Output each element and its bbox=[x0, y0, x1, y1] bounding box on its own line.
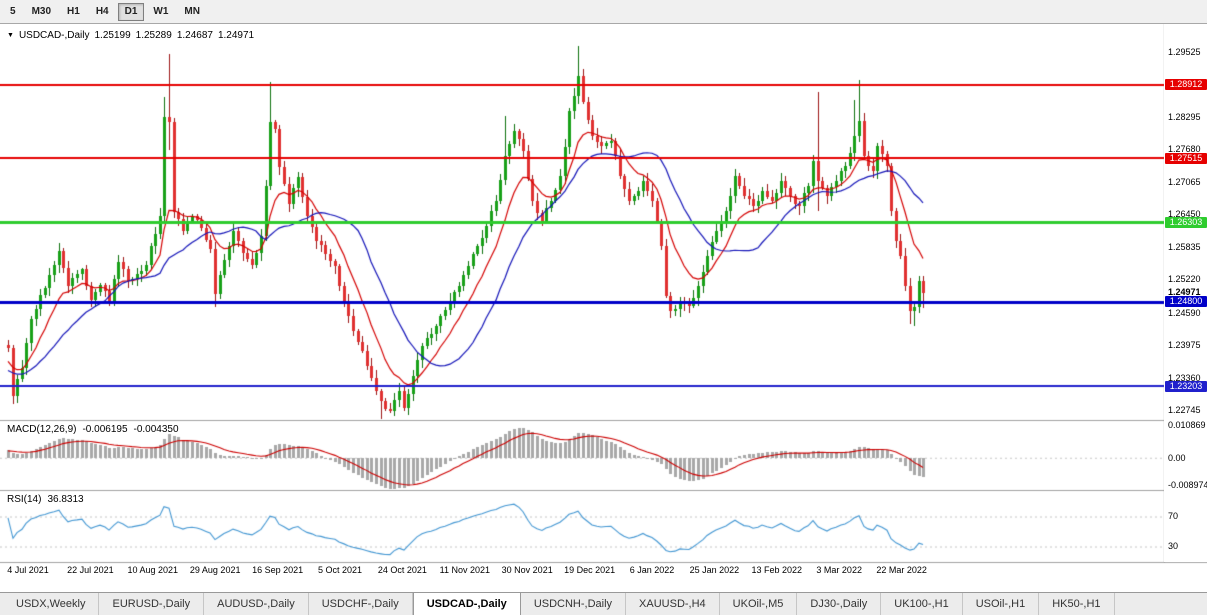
price-axis-tick: 1.23975 bbox=[1168, 340, 1201, 350]
rsi-name: RSI(14) bbox=[7, 494, 42, 505]
ohlc-open: 1.25199 bbox=[94, 30, 131, 41]
date-axis-label: 19 Dec 2021 bbox=[564, 565, 616, 575]
price-line-label: 1.24800 bbox=[1165, 296, 1207, 308]
price-line-label: 1.28912 bbox=[1165, 79, 1207, 91]
symbol-tab-5[interactable]: USDCNH-,Daily bbox=[521, 593, 627, 615]
symbol-tab-10[interactable]: USOil-,H1 bbox=[963, 593, 1040, 615]
current-price-label: 1.24971 bbox=[1168, 287, 1201, 298]
date-axis-label: 16 Sep 2021 bbox=[252, 565, 304, 575]
timeframe-button-d1[interactable]: D1 bbox=[117, 2, 145, 21]
timeframe-button-w1[interactable]: W1 bbox=[153, 5, 169, 17]
ohlc-high: 1.25289 bbox=[135, 30, 172, 41]
date-axis-label: 11 Nov 2021 bbox=[439, 565, 490, 575]
date-axis-label: 24 Oct 2021 bbox=[377, 565, 427, 575]
date-axis-label: 10 Aug 2021 bbox=[127, 565, 179, 575]
price-axis-tick: 1.29525 bbox=[1168, 46, 1201, 57]
price-axis-tick: 1.27065 bbox=[1168, 176, 1201, 187]
date-axis-label: 4 Jul 2021 bbox=[7, 565, 49, 575]
price-axis-tick: 1.23360 bbox=[1168, 372, 1201, 383]
timeframe-button-h4[interactable]: H4 bbox=[95, 5, 109, 17]
price-axis[interactable]: 1.29525 1.28295 1.27680 1.27065 1.26450 1.258… bbox=[1164, 24, 1207, 562]
symbol-tab-1[interactable]: EURUSD-,Daily bbox=[99, 593, 205, 615]
macd-signal-value: -0.004350 bbox=[133, 424, 179, 435]
timeframe-button-h1[interactable]: H1 bbox=[67, 5, 80, 17]
symbol-tab-6[interactable]: XAUUSD-,H4 bbox=[626, 593, 720, 615]
symbol-tab-3[interactable]: USDCHF-,Daily bbox=[309, 593, 413, 615]
ohlc-low: 1.24687 bbox=[176, 30, 213, 41]
ohlc-close: 1.24971 bbox=[217, 30, 255, 41]
price-line-label: 1.23203 bbox=[1165, 380, 1207, 392]
date-axis-label: 22 Mar 2022 bbox=[876, 565, 927, 575]
price-axis-tick: 1.28295 bbox=[1168, 111, 1201, 122]
price-axis-tick: 1.22745 bbox=[1168, 405, 1201, 415]
rsi-indicator-label: RSI(14) 36.8313 bbox=[7, 494, 90, 505]
date-axis-label: 29 Aug 2021 bbox=[189, 565, 241, 575]
symbol-tab-2[interactable]: AUDUSD-,Daily bbox=[204, 593, 309, 615]
macd-name: MACD(12,26,9) bbox=[7, 424, 77, 435]
date-axis-label: 5 Oct 2021 bbox=[317, 565, 363, 575]
macd-main-value: -0.006195 bbox=[82, 424, 128, 435]
price-axis-tick: 1.25220 bbox=[1168, 274, 1201, 285]
date-axis-label: 6 Jan 2022 bbox=[629, 565, 675, 575]
macd-axis-zero-label: 0.00 bbox=[1168, 453, 1186, 463]
rsi-level-low-label: 30 bbox=[1168, 541, 1179, 551]
price-axis-tick: 1.26450 bbox=[1168, 209, 1201, 220]
timeframe-button-5[interactable]: 5 bbox=[10, 5, 16, 17]
price-axis-tick: 1.27680 bbox=[1168, 144, 1201, 155]
price-axis-tick: 1.25835 bbox=[1168, 241, 1201, 252]
price-line-label: 1.27515 bbox=[1165, 152, 1207, 164]
date-axis-label: 22 Jul 2021 bbox=[67, 565, 114, 575]
macd-indicator-label: MACD(12,26,9) -0.006195 -0.004350 bbox=[7, 424, 185, 435]
symbol-tab-7[interactable]: UKOil-,M5 bbox=[720, 593, 798, 615]
chart-menu-arrow-icon[interactable]: ▼ bbox=[7, 32, 14, 39]
timeframe-button-mn[interactable]: MN bbox=[184, 5, 200, 17]
chart-title: ▼ USDCAD-,Daily 1.25199 1.25289 1.24687 1.249… bbox=[7, 30, 259, 41]
date-axis-label: 13 Feb 2022 bbox=[751, 565, 803, 575]
symbol-tab-0[interactable]: USDX,Weekly bbox=[3, 593, 100, 615]
symbol-tabbar: USDX,Weekly EURUSD-,Daily AUDUSD-,Daily USD… bbox=[0, 592, 1207, 615]
macd-axis-min-label: -0.008974 bbox=[1168, 480, 1207, 490]
macd-axis-max-label: 0.010869 bbox=[1168, 420, 1206, 430]
date-axis-label: 30 Nov 2021 bbox=[501, 565, 553, 575]
symbol-tab-8[interactable]: DJ30-,Daily bbox=[797, 593, 882, 615]
date-axis-label: 3 Mar 2022 bbox=[816, 565, 862, 575]
symbol-tab-11[interactable]: HK50-,H1 bbox=[1039, 593, 1115, 615]
date-axis-label: 25 Jan 2022 bbox=[689, 565, 740, 575]
rsi-level-high-label: 70 bbox=[1168, 511, 1179, 521]
rsi-value: 36.8313 bbox=[47, 494, 84, 505]
timeframe-button-m30[interactable]: M30 bbox=[31, 5, 52, 17]
time-axis[interactable]: 4 Jul 2021 22 Jul 2021 10 Aug 2021 29 Aug 2… bbox=[0, 565, 1164, 581]
chart-symbol-label: USDCAD-,Daily bbox=[18, 30, 90, 41]
symbol-tab-4[interactable]: USDCAD-,Daily bbox=[412, 593, 521, 615]
price-line-label: 1.26303 bbox=[1165, 216, 1207, 228]
symbol-tab-9[interactable]: UK100-,H1 bbox=[881, 593, 963, 615]
timeframe-toolbar: 5 M30 H1 H4 D1 W1 MN bbox=[0, 0, 1207, 24]
price-axis-tick: 1.24590 bbox=[1168, 307, 1201, 318]
